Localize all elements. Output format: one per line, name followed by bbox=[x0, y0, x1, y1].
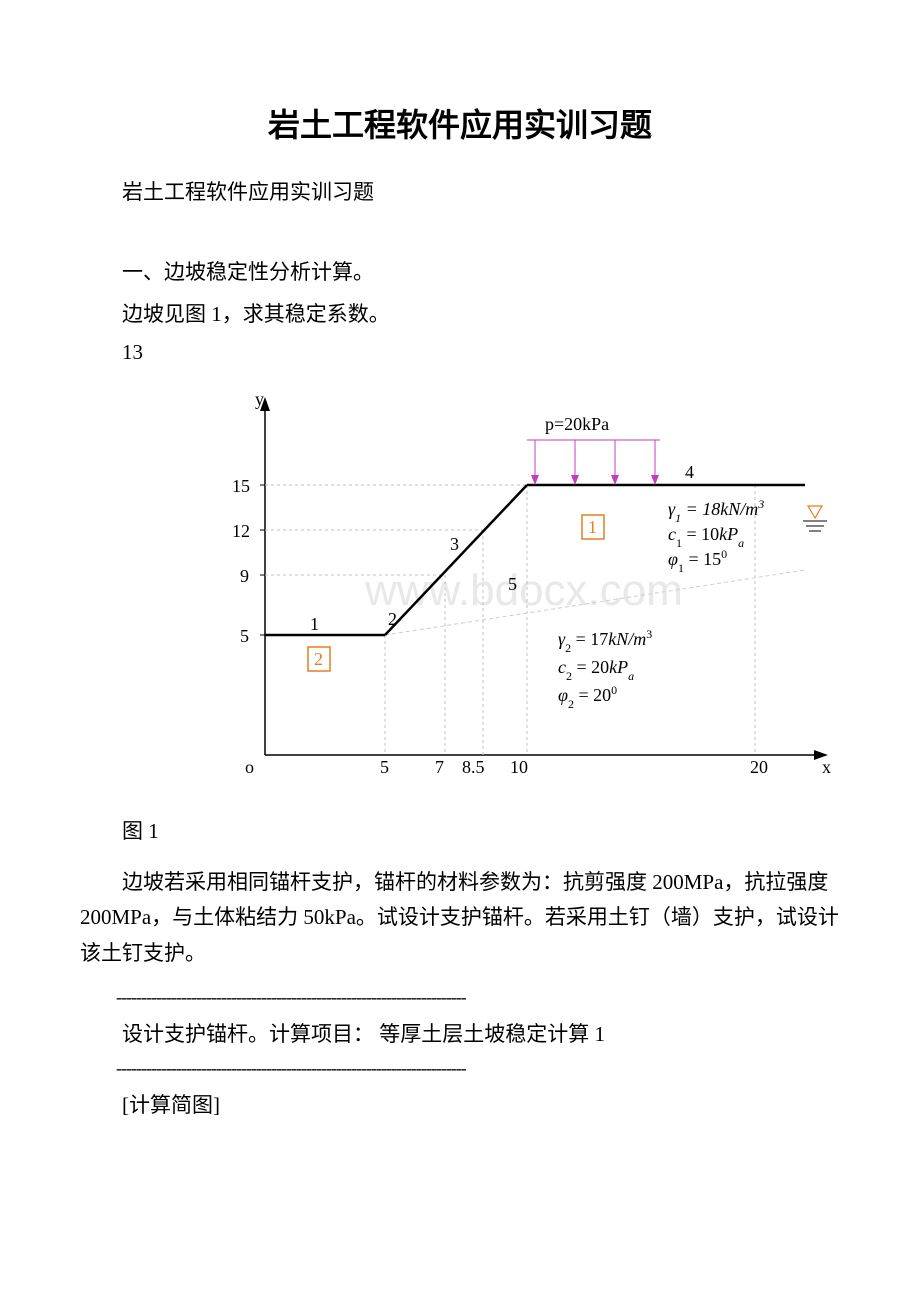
water-table-symbol bbox=[803, 506, 827, 531]
soil1-c: c1 = 10kPa bbox=[668, 524, 744, 550]
section-1-heading: 一、边坡稳定性分析计算。 bbox=[80, 256, 840, 286]
calc-project-title: 设计支护锚杆。计算项目： 等厚土层土坡稳定计算 1 bbox=[80, 1018, 840, 1048]
y-tick-label-12: 12 bbox=[232, 521, 250, 541]
section-1-line1: 边坡见图 1，求其稳定系数。 bbox=[80, 298, 840, 332]
load-arrow-2 bbox=[571, 440, 579, 485]
y-tick-label-5: 5 bbox=[240, 626, 249, 646]
y-tick-label-15: 15 bbox=[232, 476, 250, 496]
y-tick-label-9: 9 bbox=[240, 566, 249, 586]
separator-line-2: ----------------------------------------… bbox=[80, 1058, 840, 1079]
y-axis-label: y bbox=[255, 389, 264, 409]
origin-label: o bbox=[245, 757, 254, 777]
calc-diagram-header: [计算简图] bbox=[80, 1089, 840, 1119]
layer-box-2-label: 2 bbox=[314, 649, 323, 669]
x-axis-label: x bbox=[822, 757, 831, 777]
point-4-label: 4 bbox=[685, 462, 694, 482]
x-tick-label-20: 20 bbox=[750, 757, 768, 777]
x-tick-label-5: 5 bbox=[380, 757, 389, 777]
layer-box-1-label: 1 bbox=[588, 517, 597, 537]
slope-diagram: www.bdocx.com y x o 15 12 9 5 5 7 8.5 10… bbox=[210, 375, 850, 795]
soil2-gamma: γ2 = 17kN/m3 bbox=[558, 627, 652, 655]
document-subtitle: 岩土工程软件应用实训习题 bbox=[80, 176, 840, 206]
anchor-design-paragraph: 边坡若采用相同锚杆支护，锚杆的材料参数为：抗剪强度 200MPa，抗拉强度 20… bbox=[80, 865, 840, 972]
load-arrow-1 bbox=[531, 440, 539, 485]
document-title: 岩土工程软件应用实训习题 bbox=[80, 100, 840, 146]
point-1-label: 1 bbox=[310, 614, 319, 634]
soil2-c: c2 = 20kPa bbox=[558, 657, 634, 683]
x-tick-label-8.5: 8.5 bbox=[462, 757, 485, 777]
soil2-phi: φ2 = 200 bbox=[558, 683, 617, 711]
load-arrow-3 bbox=[611, 440, 619, 485]
separator-line-1: ----------------------------------------… bbox=[80, 987, 840, 1008]
point-5-label: 5 bbox=[508, 574, 517, 594]
x-tick-label-7: 7 bbox=[435, 757, 444, 777]
figure-1-caption: 图 1 bbox=[80, 815, 840, 845]
point-2-label: 2 bbox=[388, 609, 397, 629]
point-3-label: 3 bbox=[450, 534, 459, 554]
load-arrow-4 bbox=[651, 440, 659, 485]
section-1-line2: 13 bbox=[80, 340, 840, 365]
soil1-gamma: γ1 = 18kN/m3 bbox=[668, 497, 764, 525]
load-label: p=20kPa bbox=[545, 414, 609, 434]
x-tick-label-10: 10 bbox=[510, 757, 528, 777]
